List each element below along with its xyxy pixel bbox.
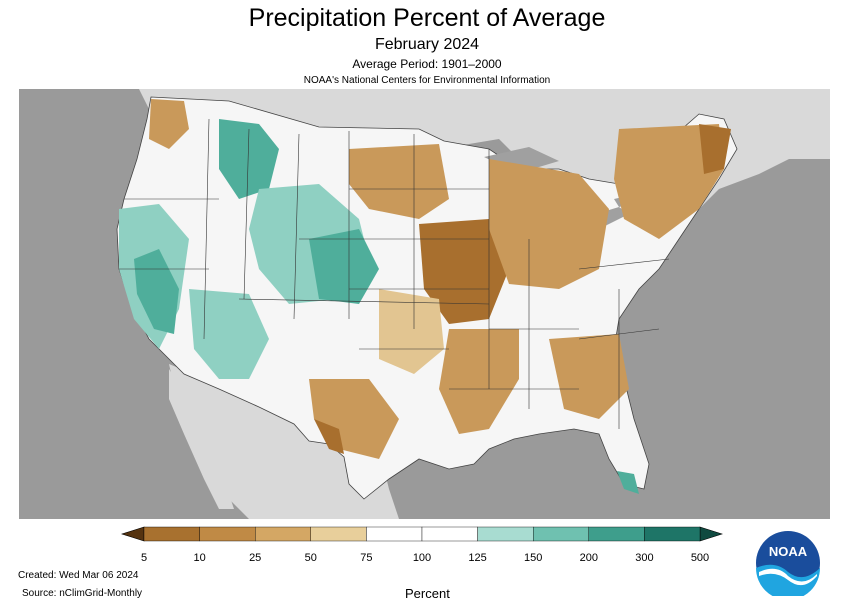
agency-credit: NOAA's National Centers for Environmenta… <box>303 75 551 86</box>
data-source: Source: nClimGrid-Monthly <box>22 588 143 599</box>
legend-ticks: 5 10 25 50 75 100 125 150 200 300 500 <box>141 552 709 564</box>
legend-tick-label: 50 <box>305 552 317 564</box>
map-subtitle: February 2024 <box>374 36 480 53</box>
legend-swatch <box>366 526 423 542</box>
legend-unit-label: Percent <box>405 586 450 601</box>
legend-swatch <box>199 526 256 542</box>
legend-swatch <box>644 526 701 542</box>
legend-swatch <box>477 526 534 542</box>
legend-tick-label: 500 <box>691 552 709 564</box>
legend-swatch <box>588 526 645 542</box>
precip-anomaly-layer <box>119 99 731 494</box>
legend-swatch <box>143 526 200 542</box>
legend-tick-label: 200 <box>580 552 598 564</box>
color-legend: 5 10 25 50 75 100 125 150 200 300 500 <box>121 526 723 564</box>
mexico-land <box>169 364 399 519</box>
noaa-logo: NOAA <box>756 531 820 596</box>
map-title: Precipitation Percent of Average <box>248 4 606 32</box>
legend-swatch <box>310 526 367 542</box>
state-borders <box>119 118 670 429</box>
created-date: Created: Wed Mar 06 2024 <box>18 570 139 581</box>
legend-tick-label: 10 <box>193 552 205 564</box>
legend-swatch <box>533 526 590 542</box>
legend-tick-label: 100 <box>413 552 431 564</box>
legend-arrow-low <box>121 526 145 542</box>
legend-tick-label: 150 <box>524 552 542 564</box>
precipitation-map <box>19 89 830 519</box>
legend-arrow-high <box>699 526 723 542</box>
average-period: Average Period: 1901–2000 <box>352 57 502 71</box>
legend-bars <box>121 526 723 542</box>
legend-swatch <box>421 526 478 542</box>
legend-tick-label: 125 <box>468 552 486 564</box>
legend-tick-label: 25 <box>249 552 261 564</box>
baja-land <box>169 369 234 509</box>
legend-tick-label: 5 <box>141 552 147 564</box>
legend-tick-label: 75 <box>360 552 372 564</box>
legend-tick-label: 300 <box>635 552 653 564</box>
legend-swatch <box>254 526 311 542</box>
noaa-logo-text: NOAA <box>769 544 808 559</box>
